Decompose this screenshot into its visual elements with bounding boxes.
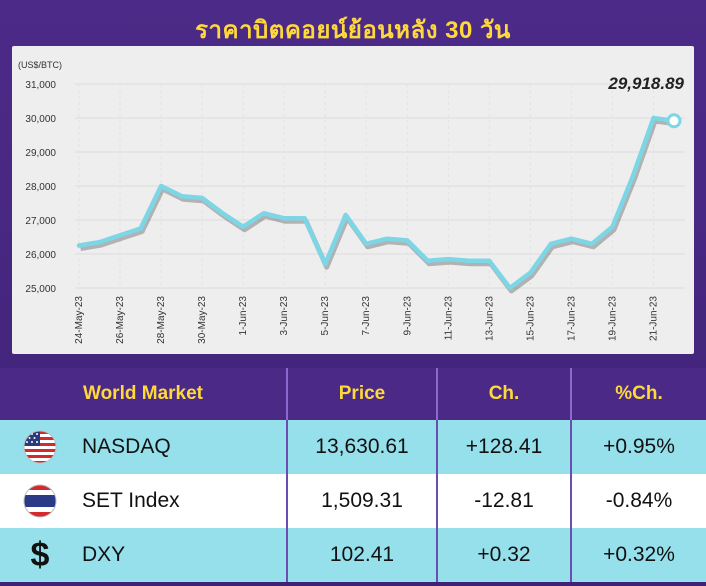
table-row: NASDAQ 13,630.61 +128.41 +0.95% <box>0 420 706 474</box>
data-point <box>467 259 471 263</box>
x-tick-label: 19-Jun-23 <box>607 296 618 341</box>
y-tick-label: 28,000 <box>25 182 56 193</box>
market-name: SET Index <box>82 489 180 512</box>
y-tick-label: 30,000 <box>25 114 56 125</box>
data-point <box>118 233 122 237</box>
x-tick-label: 15-Jun-23 <box>525 296 536 341</box>
data-point <box>180 194 184 198</box>
series-line-shadow <box>80 118 676 294</box>
data-point <box>77 244 81 247</box>
x-tick-label: 21-Jun-23 <box>648 296 659 341</box>
data-point <box>651 116 655 120</box>
x-tick-label: 17-Jun-23 <box>566 296 577 341</box>
header-world-market: World Market <box>0 368 288 420</box>
data-point <box>405 238 409 242</box>
series-line-btc <box>76 115 677 291</box>
data-point <box>303 216 307 220</box>
x-tick-label: 7-Jun-23 <box>361 296 372 336</box>
price-cell: 102.41 <box>287 528 438 582</box>
x-tick-label: 13-Jun-23 <box>484 296 495 341</box>
y-tick-label: 27,000 <box>25 216 56 227</box>
table-header-row: World Market Price Ch. %Ch. <box>0 368 706 420</box>
data-point <box>610 225 614 229</box>
last-price-marker <box>666 113 682 129</box>
data-point <box>323 262 327 266</box>
y-tick-label: 25,000 <box>25 284 56 295</box>
x-tick-label: 28-May-23 <box>156 296 167 344</box>
data-point <box>159 184 163 188</box>
data-point <box>590 242 594 246</box>
change-cell: -12.81 <box>437 474 572 528</box>
y-tick-label: 29,000 <box>25 148 56 159</box>
data-point <box>200 196 204 200</box>
data-point <box>446 257 450 261</box>
table-row: SET Index 1,509.31 -12.81 -0.84% <box>0 474 706 528</box>
x-tick-label: 11-Jun-23 <box>443 296 454 341</box>
header-price: Price <box>287 368 438 420</box>
btc-price-chart: (US$/BTC) 25,000 26,000 27,000 28,000 29,000 3… <box>18 60 685 344</box>
data-point <box>385 237 389 241</box>
data-point <box>487 259 491 263</box>
data-point <box>139 227 143 230</box>
data-point <box>241 225 245 229</box>
data-point <box>364 242 368 246</box>
price-cell: 13,630.61 <box>287 420 438 474</box>
percent-change-cell: +0.32% <box>571 528 706 582</box>
percent-change-cell: +0.95% <box>571 420 706 474</box>
x-tick-label: 5-Jun-23 <box>320 296 331 336</box>
x-tick-label: 1-Jun-23 <box>238 296 249 336</box>
y-tick-label: 31,000 <box>25 80 56 91</box>
percent-change-cell: -0.84% <box>571 474 706 528</box>
page-title: ราคาบิตคอยน์ย้อนหลัง 30 วัน <box>195 17 511 44</box>
header-percent-change: %Ch. <box>571 368 706 420</box>
data-point <box>262 211 266 215</box>
data-point <box>282 216 286 220</box>
data-point <box>549 242 553 246</box>
change-cell: +128.41 <box>437 420 572 474</box>
data-point <box>528 271 532 275</box>
last-price-label: 29,918.89 <box>607 74 684 93</box>
market-name-cell: $ DXY <box>0 528 288 582</box>
y-tick-label: 26,000 <box>25 250 56 261</box>
data-point <box>631 174 635 178</box>
x-tick-label: 3-Jun-23 <box>279 296 290 336</box>
data-point <box>569 237 573 241</box>
data-point <box>426 259 430 263</box>
market-name-cell: SET Index <box>0 474 288 528</box>
us-flag-icon <box>23 430 57 464</box>
change-cell: +0.32 <box>437 528 572 582</box>
table-row: $ DXY 102.41 +0.32 +0.32% <box>0 528 706 582</box>
x-tick-label: 30-May-23 <box>197 296 208 344</box>
market-name: DXY <box>82 543 126 566</box>
x-tick-label: 9-Jun-23 <box>402 296 413 336</box>
market-name: NASDAQ <box>82 435 171 458</box>
dollar-icon: $ <box>30 535 50 574</box>
y-axis-label: (US$/BTC) <box>18 60 62 70</box>
data-point <box>221 211 225 215</box>
data-point <box>98 240 102 244</box>
data-point <box>508 286 512 290</box>
world-market-table: World Market Price Ch. %Ch. <box>0 368 706 586</box>
price-cell: 1,509.31 <box>287 474 438 528</box>
data-point <box>344 213 348 217</box>
thai-flag-icon <box>23 484 57 518</box>
x-tick-label: 26-May-23 <box>115 296 126 344</box>
x-tick-label: 24-May-23 <box>74 296 85 344</box>
chart-panel: (US$/BTC) 25,000 26,000 27,000 28,000 29,000 3… <box>12 46 694 354</box>
header-change: Ch. <box>437 368 572 420</box>
market-name-cell: NASDAQ <box>0 420 288 474</box>
